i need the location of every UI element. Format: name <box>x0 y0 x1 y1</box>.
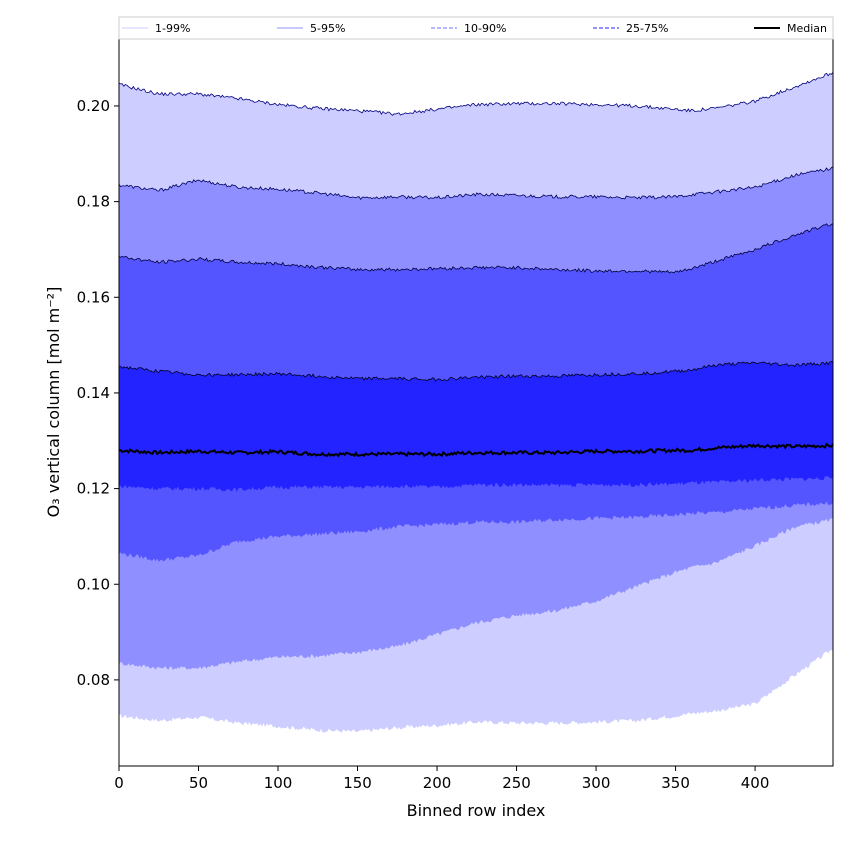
y-tick-label: 0.10 <box>77 575 110 593</box>
x-tick-label: 200 <box>423 774 452 792</box>
x-tick-label: 250 <box>502 774 531 792</box>
legend-frame <box>118 16 834 40</box>
band-25-75-area <box>119 361 833 492</box>
band-10-90-upper-edge <box>118 223 834 274</box>
x-tick-label: 0 <box>114 774 124 792</box>
y-tick-label: 0.18 <box>77 193 110 211</box>
y-tick-label: 0.08 <box>77 671 110 689</box>
median-layer <box>118 442 834 458</box>
legend-label-10-90: 10-90% <box>464 22 506 35</box>
y-tick-label: 0.20 <box>77 97 110 115</box>
band-25-75-upper-edge <box>118 360 834 382</box>
legend-label-Median: Median <box>787 22 827 35</box>
band-1-99-upper-edge <box>118 72 834 116</box>
x-axis-label: Binned row index <box>407 801 546 820</box>
x-tick-label: 50 <box>189 774 208 792</box>
x-tick-label: 150 <box>343 774 372 792</box>
legend-label-1-99: 1-99% <box>155 22 190 35</box>
y-axis-label: O₃ vertical column [mol m⁻²] <box>44 287 63 518</box>
band-5-95-upper-edge <box>118 166 834 201</box>
y-tick-label: 0.16 <box>77 288 110 306</box>
bands-layer <box>118 72 834 733</box>
legend: 1-99% 5-95% 10-90% 25-75% Median <box>118 16 834 40</box>
y-tick-label: 0.12 <box>77 480 110 498</box>
legend-label-25-75: 25-75% <box>626 22 668 35</box>
x-tick-label: 300 <box>582 774 611 792</box>
x-axis-ticks: 0 50 100 150 200 250 300 350 400 <box>114 766 769 792</box>
y-tick-label: 0.14 <box>77 384 110 402</box>
x-tick-label: 350 <box>661 774 690 792</box>
median-line <box>118 442 834 458</box>
x-tick-label: 100 <box>264 774 293 792</box>
y-axis-ticks: 0.08 0.10 0.12 0.14 0.16 0.18 0.20 <box>77 97 119 689</box>
legend-label-5-95: 5-95% <box>310 22 345 35</box>
x-tick-label: 400 <box>741 774 770 792</box>
